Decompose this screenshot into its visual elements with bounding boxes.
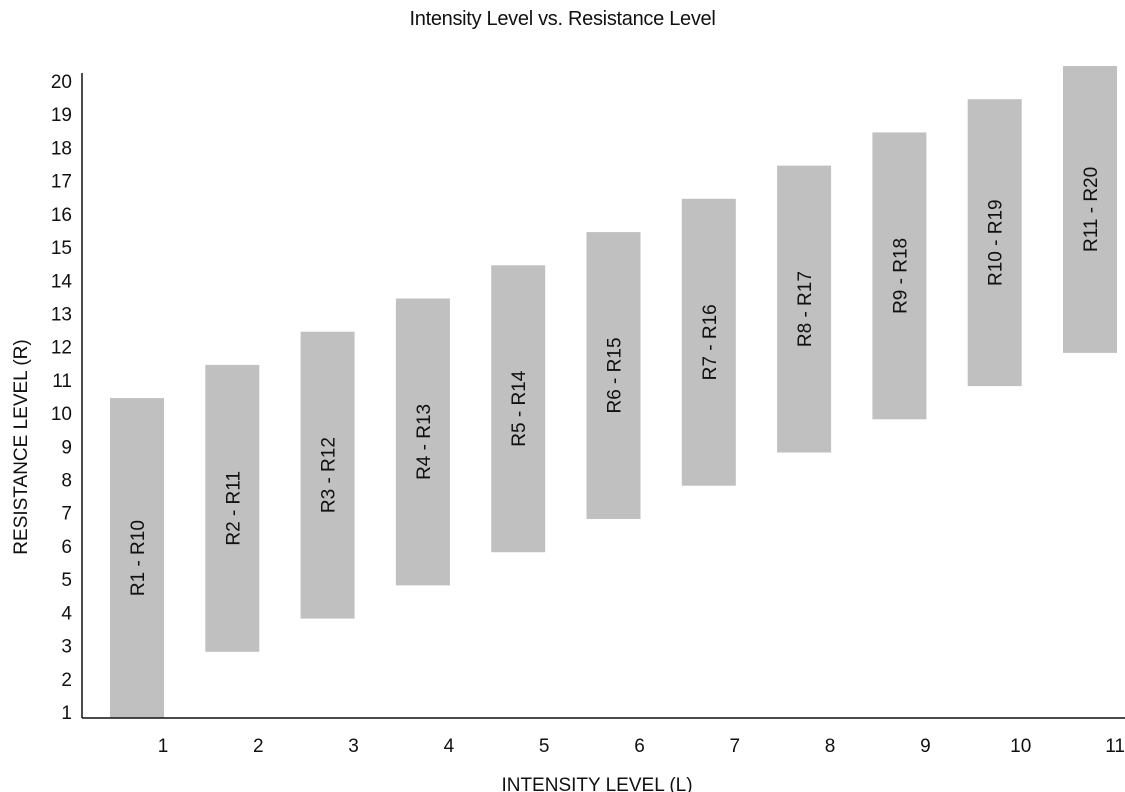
chart-title: Intensity Level vs. Resistance Level	[409, 8, 716, 30]
y-tick-label-4: 4	[61, 603, 72, 624]
range-bar-3	[300, 331, 355, 619]
range-bar-6	[586, 232, 641, 519]
x-tick-label-4: 4	[444, 736, 455, 757]
range-bar-label-3: R3 - R12	[319, 437, 340, 513]
range-bar-7	[681, 198, 736, 486]
y-tick-label-11: 11	[52, 371, 72, 392]
x-tick-label-10: 10	[1010, 736, 1031, 757]
x-tick-label-7: 7	[730, 736, 741, 757]
y-tick-label-13: 13	[51, 305, 72, 326]
y-tick-label-17: 17	[51, 172, 72, 193]
range-bar-9	[872, 132, 927, 420]
y-tick-label-14: 14	[51, 271, 73, 292]
range-bar-4	[395, 298, 450, 586]
y-tick-label-7: 7	[61, 504, 72, 525]
y-tick-label-6: 6	[61, 537, 72, 558]
range-bar-label-10: R10 - R19	[986, 199, 1007, 286]
y-tick-label-19: 19	[51, 105, 72, 126]
y-tick-label-18: 18	[51, 138, 72, 159]
range-bar-label-1: R1 - R10	[128, 520, 149, 596]
y-tick-label-1: 1	[61, 703, 72, 724]
x-tick-label-11: 11	[1105, 736, 1125, 757]
y-tick-label-2: 2	[61, 670, 72, 691]
y-tick-label-5: 5	[61, 570, 72, 591]
range-bar-2	[205, 364, 260, 652]
x-tick-label-9: 9	[920, 736, 931, 757]
x-tick-label-1: 1	[158, 736, 169, 757]
y-tick-label-10: 10	[51, 404, 72, 425]
x-axis-title: INTENSITY LEVEL (L)	[501, 775, 692, 792]
x-tick-label-6: 6	[634, 736, 645, 757]
x-tick-label-3: 3	[348, 736, 359, 757]
x-tick-label-8: 8	[825, 736, 836, 757]
y-tick-label-8: 8	[61, 471, 72, 492]
y-tick-label-3: 3	[61, 637, 72, 658]
range-bar-label-9: R9 - R18	[890, 238, 911, 314]
y-tick-label-20: 20	[51, 72, 72, 93]
y-tick-label-9: 9	[61, 437, 72, 458]
range-bar-5	[491, 265, 546, 553]
range-bar-label-2: R2 - R11	[223, 471, 244, 546]
range-bar-label-8: R8 - R17	[795, 271, 816, 347]
bars-layer: R1 - R10 R2 - R11 R3 - R12 R4 - R13 R5 - R14…	[110, 66, 1117, 718]
range-bar-1	[110, 398, 164, 718]
range-bar-11	[1063, 66, 1117, 353]
range-bar-label-4: R4 - R13	[414, 404, 435, 480]
x-tick-label-2: 2	[253, 736, 264, 757]
y-tick-label-12: 12	[51, 338, 72, 359]
y-tick-label-16: 16	[51, 205, 72, 226]
range-bar-label-11: R11 - R20	[1081, 167, 1102, 252]
range-bar-label-6: R6 - R15	[605, 337, 626, 413]
range-bar-label-5: R5 - R14	[509, 370, 530, 446]
axes-layer	[81, 73, 1125, 719]
x-tick-label-5: 5	[539, 736, 550, 757]
y-axis-title: RESISTANCE LEVEL (R)	[11, 339, 32, 554]
y-tick-label-15: 15	[51, 238, 72, 259]
x-ticks-layer: 1 2 3 4 5 6 7 8 9 10 11	[158, 736, 1125, 757]
range-bar-10	[967, 99, 1022, 387]
range-bar-label-7: R7 - R16	[700, 304, 721, 380]
range-bar-8	[777, 165, 832, 453]
